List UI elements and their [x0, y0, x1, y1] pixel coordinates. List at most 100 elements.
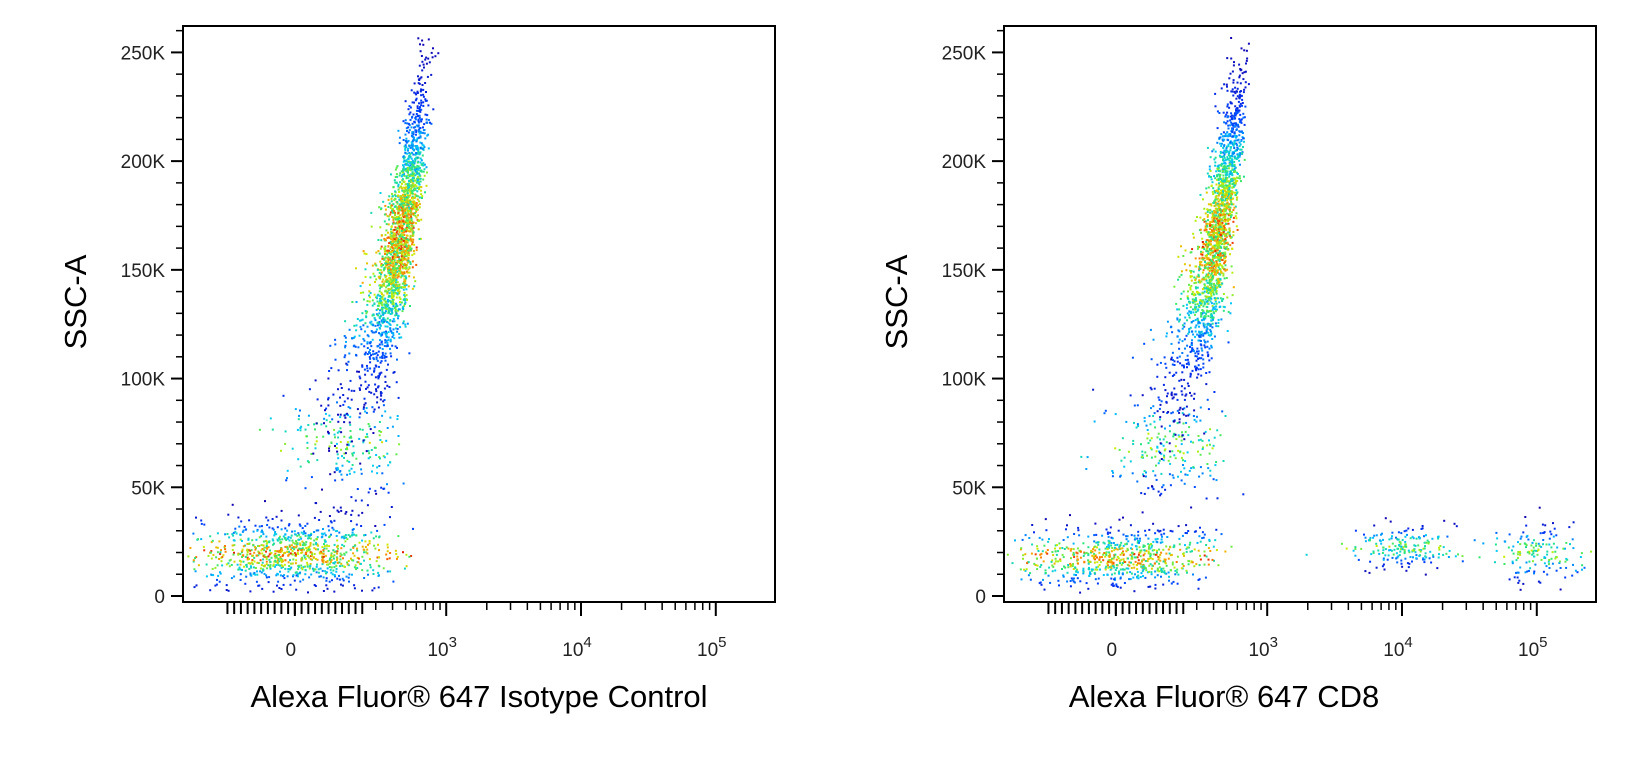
scatter-point	[405, 265, 408, 268]
scatter-point	[389, 347, 391, 350]
scatter-point	[405, 186, 408, 189]
scatter-point	[415, 93, 418, 96]
scatter-point	[360, 468, 363, 471]
scatter-point	[1214, 305, 1217, 308]
scatter-point	[394, 309, 397, 312]
scatter-point	[403, 278, 406, 281]
scatter-point	[1124, 543, 1127, 546]
scatter-point	[375, 358, 378, 361]
scatter-point	[391, 222, 394, 225]
scatter-point	[1233, 169, 1235, 172]
scatter-point	[360, 319, 363, 322]
scatter-point	[1148, 528, 1151, 531]
scatter-point	[378, 365, 380, 368]
scatter-point	[313, 547, 316, 550]
scatter-point	[1154, 455, 1157, 458]
scatter-point	[1197, 549, 1200, 552]
scatter-point	[1163, 571, 1166, 574]
scatter-point	[1190, 506, 1193, 509]
scatter-point	[379, 284, 381, 287]
scatter-point	[398, 142, 401, 145]
scatter-point	[358, 370, 360, 373]
scatter-point	[1148, 415, 1151, 418]
scatter-point	[1048, 566, 1051, 569]
scatter-point	[337, 420, 340, 423]
scatter-point	[1024, 569, 1027, 572]
scatter-point	[300, 559, 303, 562]
scatter-point	[1054, 557, 1057, 560]
scatter-point	[398, 225, 401, 228]
scatter-point	[294, 533, 297, 536]
scatter-point	[384, 352, 387, 355]
scatter-point	[1155, 478, 1158, 481]
scatter-point	[1031, 543, 1034, 546]
scatter-point	[327, 396, 330, 399]
x-tick-label: 105	[697, 634, 726, 661]
scatter-point	[1195, 306, 1198, 309]
scatter-point	[419, 50, 422, 53]
scatter-point	[427, 119, 430, 121]
scatter-point	[339, 565, 341, 568]
scatter-point	[380, 264, 383, 267]
scatter-point	[300, 537, 303, 540]
scatter-point	[365, 387, 367, 390]
scatter-point	[297, 418, 300, 421]
scatter-point	[396, 221, 399, 224]
scatter-point	[391, 307, 394, 310]
scatter-point	[1160, 400, 1163, 403]
scatter-point	[1158, 566, 1161, 569]
scatter-point	[1179, 548, 1182, 551]
scatter-point	[419, 136, 422, 139]
scatter-point	[387, 250, 390, 253]
scatter-point	[1222, 297, 1225, 300]
scatter-point	[1136, 423, 1139, 426]
scatter-point	[1160, 452, 1163, 455]
scatter-point	[407, 259, 410, 262]
scatter-point	[402, 243, 405, 246]
scatter-point	[397, 238, 400, 241]
scatter-point	[218, 540, 221, 543]
scatter-point	[313, 516, 316, 519]
scatter-point	[1199, 453, 1202, 456]
scatter-point	[383, 399, 386, 401]
scatter-point	[1067, 547, 1070, 550]
scatter-point	[1196, 355, 1199, 358]
scatter-point	[284, 551, 287, 554]
scatter-point	[383, 274, 386, 277]
scatter-point	[389, 307, 392, 310]
scatter-point	[407, 244, 410, 247]
scatter-point	[322, 576, 325, 579]
scatter-point	[302, 578, 305, 581]
scatter-point	[1221, 203, 1223, 206]
scatter-point	[263, 546, 266, 549]
scatter-point	[252, 566, 255, 569]
scatter-point	[314, 379, 317, 382]
scatter-point	[197, 538, 199, 541]
scatter-point	[406, 122, 409, 125]
scatter-point	[1229, 198, 1232, 201]
scatter-point	[385, 275, 388, 278]
scatter-point	[430, 73, 433, 76]
scatter-point	[360, 499, 363, 502]
scatter-point	[1069, 565, 1072, 568]
scatter-point	[333, 428, 336, 431]
scatter-point	[1163, 454, 1166, 457]
scatter-point	[386, 325, 389, 328]
scatter-point	[1155, 540, 1158, 543]
scatter-point	[306, 550, 309, 553]
scatter-point	[1075, 570, 1078, 573]
scatter-point	[395, 263, 398, 266]
scatter-point	[389, 233, 392, 236]
scatter-point	[338, 531, 341, 534]
scatter-point	[1231, 90, 1234, 93]
scatter-point	[391, 250, 393, 253]
scatter-point	[1203, 554, 1206, 557]
scatter-point	[1245, 49, 1248, 52]
scatter-point	[1202, 219, 1205, 221]
scatter-point	[1105, 528, 1108, 531]
scatter-point	[1217, 200, 1220, 203]
scatter-point	[1183, 398, 1186, 401]
left-x-axis-title: Alexa Fluor® 647 Isotype Control	[250, 679, 707, 714]
scatter-point	[383, 345, 386, 347]
scatter-point	[411, 260, 414, 263]
